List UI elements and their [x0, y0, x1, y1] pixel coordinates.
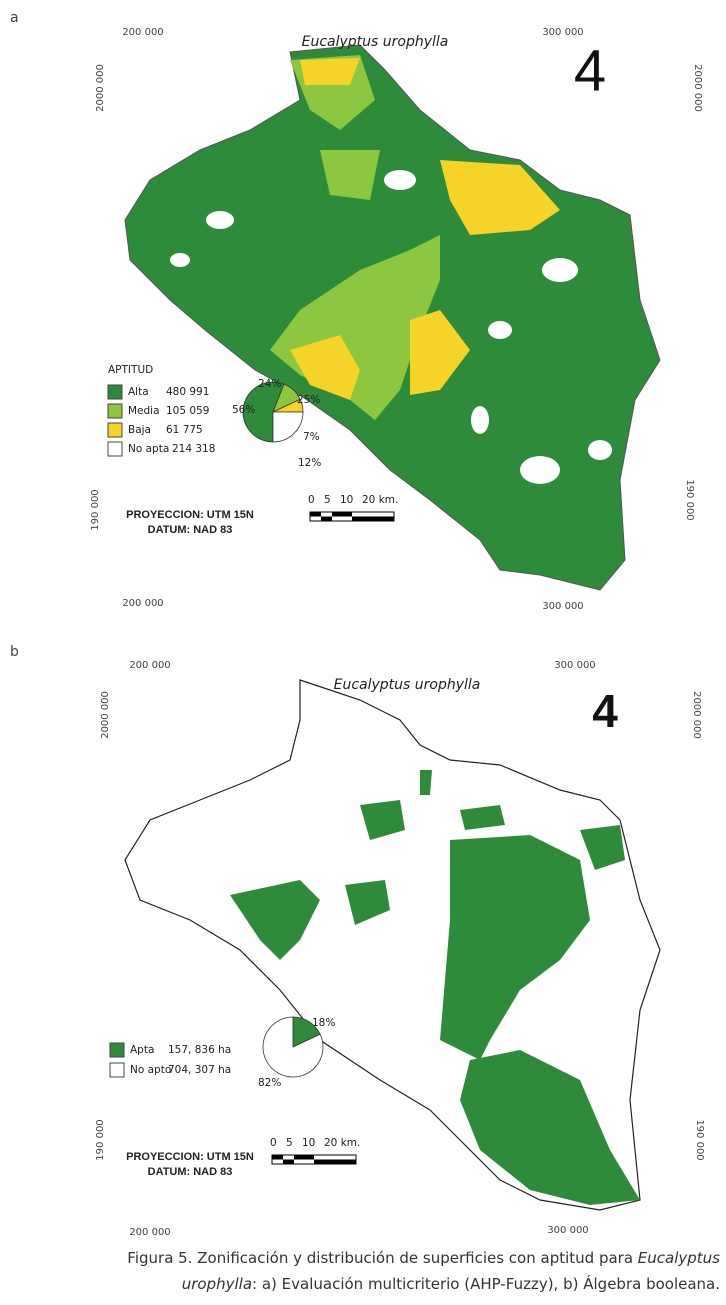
caption-text: : a) Evaluación multicriterio (AHP-Fuzzy…	[252, 1274, 720, 1293]
coord-label: 190 000	[95, 1119, 106, 1160]
legend-swatch	[109, 1062, 125, 1078]
caption-text: Figura 5. Zonificación y distribución de…	[127, 1249, 638, 1267]
legend-label: Alta	[128, 386, 149, 398]
legend-value: 480 991	[166, 386, 209, 398]
legend-label: Media	[128, 405, 160, 417]
scale-label: 0	[270, 1137, 277, 1149]
coord-label: 2000 000	[691, 691, 702, 739]
map-title: Eucalyptus urophylla	[302, 34, 449, 50]
legend-swatch	[107, 422, 123, 438]
scale-bar	[309, 511, 395, 522]
pie-label: 25%	[297, 394, 320, 406]
pie-label: 12%	[298, 457, 321, 469]
map-a	[124, 44, 661, 591]
legend-value: 157, 836 ha	[168, 1044, 231, 1056]
caption-text: urophylla	[182, 1275, 252, 1293]
panel-label: a	[10, 10, 19, 26]
pie-label: 82%	[258, 1077, 281, 1089]
scale-bar	[271, 1154, 357, 1165]
pie-slice	[272, 411, 304, 443]
legend-swatch	[107, 403, 123, 419]
coord-label: 300 000	[554, 660, 595, 671]
legend-swatch	[107, 384, 123, 400]
pie-label: 24%	[258, 378, 281, 390]
coord-label: 200 000	[129, 660, 170, 671]
scale-label: 10	[302, 1137, 315, 1149]
scale-label: 5	[286, 1137, 293, 1149]
pie-label: 18%	[312, 1017, 335, 1029]
legend-title: APTITUD	[108, 364, 153, 376]
datum: DATUM: NAD 83	[148, 524, 233, 536]
coord-label: 200 000	[122, 598, 163, 609]
scale-label: 20 km.	[362, 494, 398, 506]
coord-label: 2000 000	[692, 64, 703, 112]
legend-value: 105 059	[166, 405, 209, 417]
map-number: 4	[574, 38, 606, 103]
scale-label: 20 km.	[324, 1137, 360, 1149]
pie-label: 56%	[232, 404, 255, 416]
caption-text: Eucalyptus	[638, 1249, 720, 1267]
coord-label: 190 000	[694, 1119, 705, 1160]
scale-label: 10	[340, 494, 353, 506]
pie-label: 7%	[303, 431, 320, 443]
panel-label: b	[10, 644, 19, 660]
coord-label: 300 000	[542, 601, 583, 612]
legend-value: 61 775	[166, 424, 203, 436]
coord-label: 300 000	[542, 27, 583, 38]
coord-label: 190 000	[90, 489, 101, 530]
coord-label: 190 000	[684, 479, 695, 520]
projection: PROYECCION: UTM 15N	[126, 1151, 254, 1163]
legend-swatch	[107, 441, 123, 457]
coord-label: 300 000	[547, 1225, 588, 1236]
map-number: 4	[592, 685, 618, 737]
legend-swatch	[109, 1042, 125, 1058]
datum: DATUM: NAD 83	[148, 1166, 233, 1178]
projection: PROYECCION: UTM 15N	[126, 509, 254, 521]
legend-value: 214 318	[172, 443, 215, 455]
legend-label: Apta	[130, 1044, 154, 1056]
legend-value: 704, 307 ha	[168, 1064, 231, 1076]
caption: Figura 5. Zonificación y distribución de…	[127, 1249, 720, 1267]
scale-label: 0	[308, 494, 315, 506]
pie-slice	[262, 1016, 324, 1078]
pie-slice	[242, 381, 285, 443]
scale-label: 5	[324, 494, 331, 506]
coord-label: 200 000	[122, 27, 163, 38]
legend-label: No apto	[130, 1064, 171, 1076]
caption: urophylla: a) Evaluación multicriterio (…	[182, 1274, 720, 1293]
coord-label: 200 000	[129, 1227, 170, 1238]
map-b	[124, 679, 661, 1211]
map-title: Eucalyptus urophylla	[334, 677, 481, 693]
coord-label: 2000 000	[95, 64, 106, 112]
legend-label: No apta	[128, 443, 169, 455]
legend-label: Baja	[128, 424, 151, 436]
coord-label: 2000 000	[100, 691, 111, 739]
